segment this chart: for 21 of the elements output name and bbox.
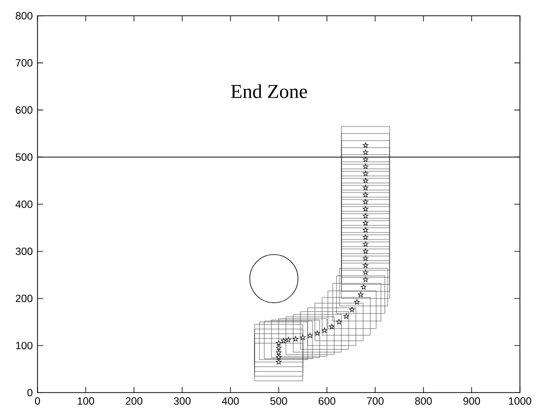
annotation: End Zone [231, 84, 307, 98]
y-tick-label: 300 [16, 247, 32, 255]
y-tick-label: 400 [16, 200, 32, 208]
x-tick-label: 300 [174, 397, 191, 405]
x-tick-label: 700 [366, 397, 384, 405]
y-tick-label: 0 [27, 388, 32, 396]
x-tick-label: 600 [318, 397, 336, 405]
y-tick-label: 500 [16, 153, 32, 161]
y-tick-label: 200 [16, 294, 32, 302]
y-tick-label: 700 [16, 58, 32, 66]
y-tick-label: 800 [16, 12, 32, 20]
y-tick-label: 600 [16, 106, 32, 114]
x-tick-label: 200 [126, 397, 142, 405]
x-tick-label: 900 [463, 397, 480, 405]
x-tick-label: 1000 [509, 397, 532, 405]
x-tick-label: 0 [34, 397, 40, 405]
x-tick-label: 500 [270, 397, 288, 405]
x-tick-label: 400 [222, 397, 239, 405]
x-tick-label: 100 [78, 397, 94, 405]
y-tick-label: 100 [16, 342, 32, 350]
x-tick-label: 800 [415, 397, 432, 405]
